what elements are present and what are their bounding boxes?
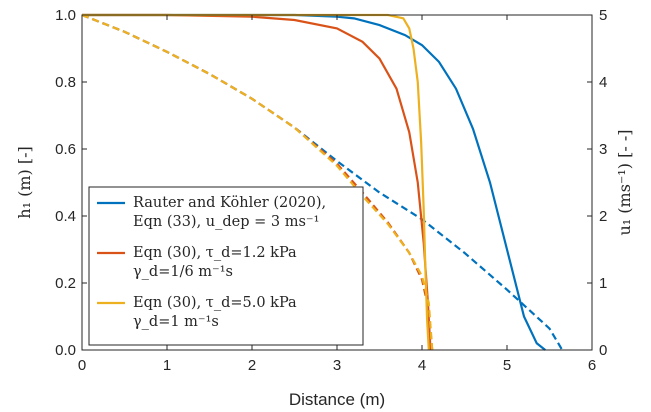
y-right-tick-label: 1 — [599, 275, 607, 292]
y-left-tick-label: 0.4 — [55, 208, 76, 225]
legend-label-1-line-2: Eqn (33), u_dep = 3 ms⁻¹ — [133, 214, 319, 230]
y-right-tick-label: 4 — [599, 74, 607, 91]
legend-label-2-line-1: Eqn (30), τ_d=1.2 kPa — [133, 245, 297, 261]
x-tick-label: 1 — [163, 357, 171, 374]
series-layer — [81, 13, 564, 351]
y-right-tick-label: 5 — [599, 7, 607, 24]
y-right-tick-label: 2 — [599, 208, 607, 225]
x-axis-title: Distance (m) — [289, 390, 385, 409]
y-left-tick-label: 0.8 — [55, 74, 76, 91]
y-left-tick-label: 0.2 — [55, 275, 76, 292]
x-tick-label: 5 — [503, 357, 511, 374]
y-left-tick-label: 0.6 — [55, 141, 76, 158]
y-left-tick-label: 0.0 — [55, 342, 76, 359]
y-right-tick-label: 0 — [599, 342, 607, 359]
y-left-axis-title: h₁ (m) [-] — [15, 146, 34, 218]
x-tick-label: 2 — [248, 357, 256, 374]
y-right-axis-title: u₁ (ms⁻¹) [- -] — [615, 130, 634, 236]
legend-label-3-line-1: Eqn (30), τ_d=5.0 kPa — [133, 295, 297, 311]
legend-label-2-line-2: γ_d=1/6 m⁻¹s — [133, 264, 233, 280]
legend-box — [88, 186, 364, 346]
legend-label-3-line-2: γ_d=1 m⁻¹s — [133, 314, 219, 330]
series-line-6-dashed — [81, 13, 434, 351]
y-right-tick-label: 3 — [599, 141, 607, 158]
y-left-tick-label: 1.0 — [55, 7, 76, 24]
legend-label-1-line-1: Rauter and Köhler (2020), — [133, 195, 326, 211]
x-tick-label: 3 — [333, 357, 341, 374]
ticks-layer: 0 1 2 3 4 5 6 0.0 0.2 0.4 0.6 0.8 1.0 0 1 2 3 4 5 — [55, 7, 607, 374]
legend: Rauter and Köhler (2020), Eqn (33), u_dep… — [88, 186, 364, 346]
x-tick-label: 6 — [588, 357, 596, 374]
x-tick-label: 4 — [418, 357, 426, 374]
x-tick-label: 0 — [78, 357, 86, 374]
